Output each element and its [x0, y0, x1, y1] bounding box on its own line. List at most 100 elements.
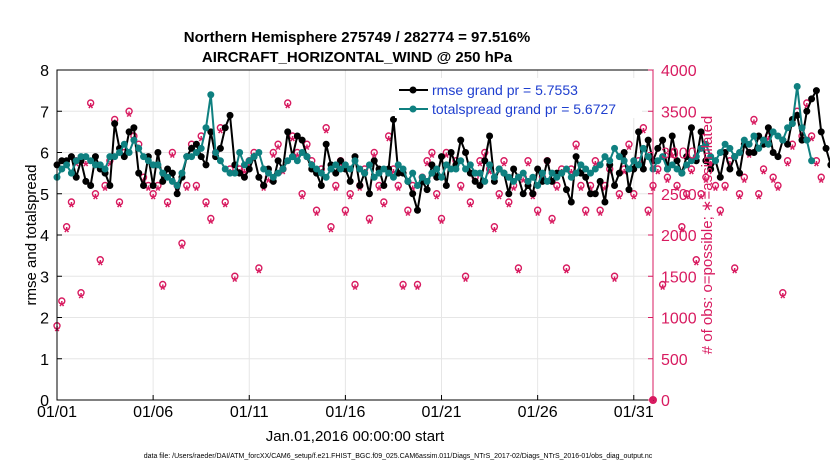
rmse-point [221, 124, 229, 132]
obs-possible-point [697, 190, 705, 198]
totalspread-point [466, 161, 474, 169]
chart-subtitle: AIRCRAFT_HORIZONTAL_WIND @ 250 hPa [202, 49, 513, 66]
rmse-point [298, 136, 306, 144]
totalspread-point [740, 136, 748, 144]
obs-assimilated-point: * [184, 183, 190, 200]
obs-assimilated-point: * [597, 207, 603, 224]
totalspread-point [409, 169, 417, 177]
obs-assimilated-point: * [304, 141, 310, 158]
x-tick-label: 01/21 [421, 404, 461, 421]
totalspread-point [423, 177, 431, 185]
totalspread-point [264, 169, 272, 177]
rmse-point [635, 128, 643, 136]
totalspread-point [356, 165, 364, 173]
totalspread-point [111, 153, 119, 161]
rmse-point [726, 165, 734, 173]
totalspread-point [562, 165, 570, 173]
totalspread-point [769, 128, 777, 136]
obs-assimilated-point: * [381, 199, 387, 216]
obs-possible-point [610, 272, 619, 280]
rmse-point [82, 177, 90, 185]
x-tick-label: 01/06 [133, 404, 173, 421]
y-tick-label: 6 [40, 146, 49, 163]
rmse-point [519, 190, 527, 198]
rmse-point [534, 165, 542, 173]
legend-spread-marker [409, 105, 417, 113]
y2-tick-label: 3000 [661, 146, 697, 163]
rmse-point [543, 157, 551, 165]
x-tick-label: 01/26 [518, 404, 558, 421]
totalspread-point [538, 169, 546, 177]
obs-possible-point [433, 190, 441, 198]
rmse-point [125, 128, 133, 136]
obs-possible-point [62, 223, 71, 231]
y-tick-label: 8 [40, 63, 49, 80]
obs-possible-point [159, 280, 167, 289]
obs-possible-point [380, 198, 388, 206]
y2-tick-label: 3500 [661, 104, 697, 121]
totalspread-point [510, 177, 518, 185]
obs-possible-point [183, 181, 191, 190]
y2-tick-label: 0 [661, 393, 670, 410]
totalspread-point [687, 157, 695, 165]
rmse-point [793, 111, 801, 119]
totalspread-point [245, 157, 253, 165]
obs-assimilated-point: * [780, 290, 786, 307]
totalspread-point [620, 157, 628, 165]
obs-possible-point [596, 206, 604, 214]
totalspread-point [553, 173, 561, 181]
totalspread-point [317, 169, 325, 177]
obs-possible-point [461, 272, 470, 280]
rmse-point [654, 144, 662, 152]
obs-possible-point [774, 181, 782, 190]
obs-assimilated-point: * [266, 174, 272, 191]
rmse-point [625, 186, 633, 194]
obs-assimilated-point: * [352, 282, 358, 299]
obs-assimilated-point: * [746, 150, 752, 167]
totalspread-point [611, 144, 619, 152]
obs-assimilated-point: * [520, 174, 526, 191]
obs-possible-point [274, 140, 282, 148]
obs-assimilated-point: * [179, 240, 185, 257]
totalspread-point [659, 153, 667, 161]
obs-possible-point [505, 198, 513, 206]
rmse-point [697, 128, 705, 136]
rmse-point [476, 182, 484, 189]
totalspread-point [639, 144, 647, 152]
rmse-point [683, 153, 691, 161]
obs-assimilated-point: * [193, 183, 199, 200]
obs-assimilated-point: * [73, 158, 79, 175]
obs-assimilated-point: * [357, 183, 363, 200]
obs-possible-point [783, 157, 792, 165]
totalspread-point [452, 165, 460, 173]
obs-possible-point [149, 190, 157, 198]
obs-assimilated-point: * [660, 282, 666, 299]
totalspread-series [53, 83, 816, 189]
totalspread-point [385, 169, 393, 177]
obs-possible-point [755, 190, 763, 198]
totalspread-point [308, 161, 316, 169]
obs-possible-point [731, 264, 739, 272]
obs-assimilated-point: * [222, 199, 228, 216]
y2-tick-label: 2500 [661, 187, 697, 204]
totalspread-point [365, 161, 373, 169]
totalspread-point [808, 157, 816, 165]
rmse-point [620, 149, 628, 156]
totalspread-point [457, 157, 465, 165]
totalspread-point [673, 165, 681, 173]
obs-possible-point [284, 99, 292, 107]
totalspread-point [721, 140, 729, 148]
obs-possible-point [750, 115, 758, 124]
obs-assimilated-point: * [813, 158, 819, 175]
obs-possible-point [437, 214, 446, 223]
obs-possible-point [404, 206, 412, 214]
obs-assimilated-point: * [607, 166, 613, 183]
grid [56, 69, 653, 401]
y-tick-label: 2 [40, 311, 49, 328]
totalspread-point [188, 153, 196, 161]
legend-spread-label: totalspread grand pr = 5.6727 [432, 101, 616, 117]
obs-assimilated-point: * [640, 125, 646, 142]
totalspread-point [635, 161, 643, 169]
obs-assimilated-point: * [669, 150, 675, 167]
rmse-point [716, 173, 724, 181]
